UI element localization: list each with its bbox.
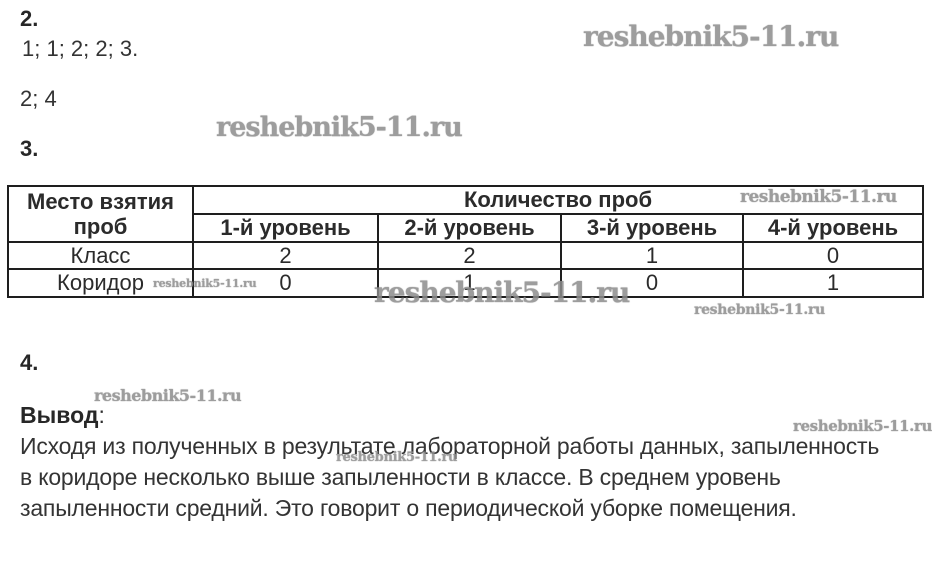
conclusion-heading: Вывод:: [20, 402, 105, 429]
table-value-cell: 0: [741, 240, 925, 271]
table-row-label-klass: Класс: [7, 240, 194, 271]
section-4-heading: 4.: [20, 350, 39, 375]
section-3-heading: 3.: [20, 136, 39, 161]
conclusion-colon: :: [98, 402, 105, 428]
table-row: Коридор 0 1 0 1: [7, 268, 925, 298]
table-level-header-2: 2-й уровень: [377, 213, 562, 243]
conclusion-line: в коридоре несколько выше запыленности в…: [20, 464, 781, 490]
watermark-above-conclusion: reshebnik5-11.ru: [94, 386, 242, 405]
table-value-cell: 1: [560, 240, 744, 271]
table-level-header-4: 4-й уровень: [741, 213, 925, 243]
watermark-below-table: reshebnik5-11.ru: [694, 302, 825, 318]
watermark-table-large: reshebnik5-11.ru: [374, 276, 630, 309]
table-level-header-1: 1-й уровень: [192, 213, 379, 243]
watermark-table-row: reshebnik5-11.ru: [153, 277, 257, 290]
table-group-header: Количество проб: [191, 185, 925, 215]
section-2-values-line: 1; 1; 2; 2; 3.: [22, 36, 139, 61]
watermark-top-right: reshebnik5-11.ru: [583, 20, 839, 53]
section-2-heading: 2.: [20, 6, 39, 31]
conclusion-line: запыленности средний. Это говорит о пери…: [20, 495, 797, 521]
table-row: Класс 2 2 1 0: [7, 240, 925, 271]
samples-table: Место взятия проб Количество проб 1-й ур…: [7, 185, 925, 298]
watermark-table-header: reshebnik5-11.ru: [740, 187, 897, 207]
table-value-cell: 0: [560, 268, 744, 298]
watermark-paragraph-inline: reshebnik5-11.ru: [336, 450, 458, 465]
table-value-cell: 1: [377, 268, 562, 298]
table-value-cell: 2: [377, 240, 562, 271]
table-value-cell: 0: [192, 268, 379, 298]
conclusion-line: Исходя из полученных в результате лабора…: [20, 433, 880, 459]
table-level-header-3: 3-й уровень: [560, 213, 744, 243]
table-corner-header: Место взятия проб: [7, 185, 194, 243]
table-row-label-koridor: Коридор: [7, 268, 194, 298]
watermark-paragraph-right: reshebnik5-11.ru: [793, 417, 932, 435]
section-2-extra-line: 2; 4: [20, 86, 57, 111]
table-value-cell: 2: [192, 240, 379, 271]
table-value-cell: 1: [741, 268, 925, 298]
watermark-middle: reshebnik5-11.ru: [216, 112, 463, 143]
conclusion-label: Вывод: [20, 402, 99, 428]
